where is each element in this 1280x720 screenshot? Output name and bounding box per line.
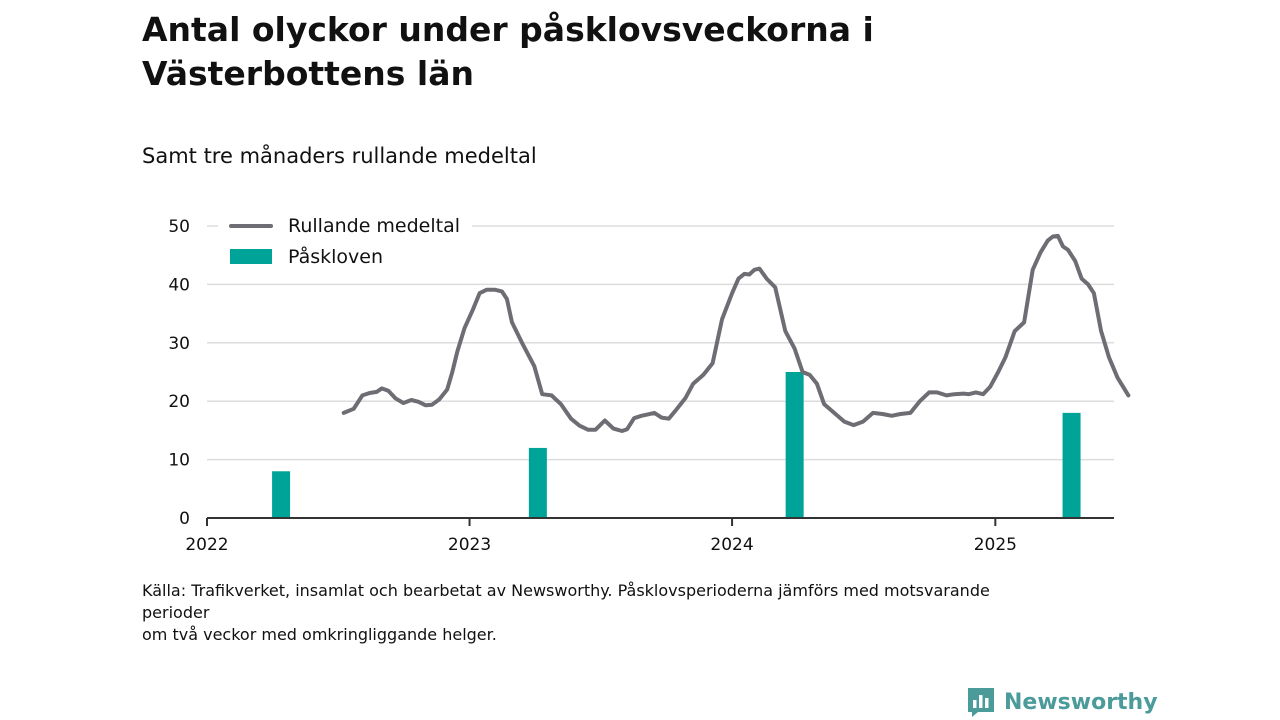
newsworthy-logo-icon (968, 688, 994, 717)
bar-series (272, 372, 1081, 518)
brand-name: Newsworthy (1004, 689, 1158, 715)
bar-paskloven (528, 447, 547, 518)
source-note: Källa: Trafikverket, insamlat och bearbe… (142, 580, 1082, 646)
chart: 0 10 20 30 40 50 2022 2023 2024 2025 Rullande med… (168, 210, 1131, 555)
source-line-1: Källa: Trafikverket, insamlat och bearbe… (142, 581, 990, 600)
x-tick-label: 2023 (448, 535, 491, 555)
y-tick-label: 30 (168, 334, 190, 354)
line-series (341, 233, 1131, 433)
legend-label-line: Rullande medeltal (288, 215, 460, 237)
bar-paskloven (1062, 412, 1081, 518)
chart-subtitle: Samt tre månaders rullande medeltal (142, 144, 537, 168)
y-tick-label: 0 (179, 509, 190, 529)
legend-swatch-bar (230, 249, 272, 264)
bar-paskloven (785, 372, 804, 518)
legend-label-bar: Påskloven (288, 245, 383, 268)
brand-logo: Newsworthy (966, 686, 1158, 718)
bar-paskloven (272, 471, 291, 518)
source-line-3: om två veckor med omkringliggande helger… (142, 625, 497, 644)
y-tick-label: 20 (168, 392, 190, 412)
y-tick-label: 40 (168, 275, 190, 295)
x-tick-label: 2025 (974, 535, 1017, 555)
axes: 0 10 20 30 40 50 2022 2023 2024 2025 (168, 217, 1114, 555)
line-rullande-medeltal (341, 233, 1131, 433)
source-line-2: perioder (142, 603, 210, 622)
y-tick-label: 10 (168, 451, 190, 471)
x-tick-label: 2022 (185, 535, 228, 555)
x-tick-label: 2024 (710, 535, 753, 555)
legend: Rullande medeltal Påskloven (218, 210, 472, 274)
chart-title: Antal olyckor under påsklovsveckorna i V… (142, 10, 874, 93)
y-tick-label: 50 (168, 217, 190, 237)
